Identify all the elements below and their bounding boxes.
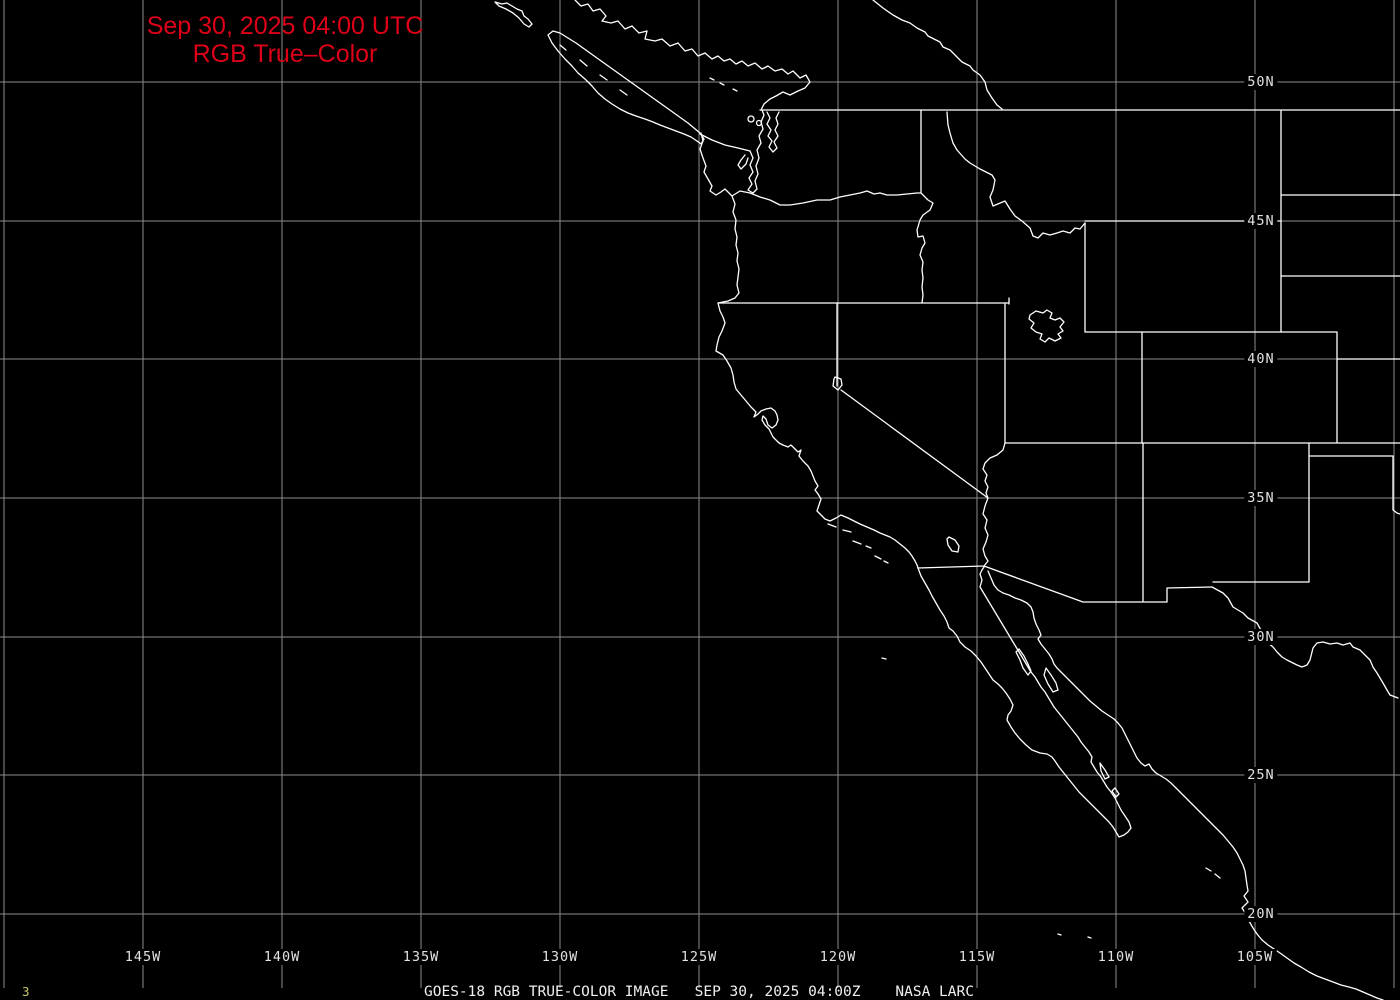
- lon-label-110w: 110W: [1094, 949, 1138, 965]
- lat-label-50n: 50N: [1244, 74, 1278, 90]
- lat-label-45n: 45N: [1244, 213, 1278, 229]
- lon-label-145w: 145W: [121, 949, 165, 965]
- lon-label-115w: 115W: [955, 949, 999, 965]
- frame-number: 3: [22, 984, 30, 999]
- lat-label-30n: 30N: [1244, 629, 1278, 645]
- annotation-product: RGB True–Color: [192, 40, 378, 68]
- vancouver-island: [547, 30, 705, 145]
- yellowstone-lake: [1028, 309, 1065, 343]
- bc-alberta-border: [872, 0, 1003, 110]
- mexico-mainland-coast: [987, 570, 1384, 1000]
- san-juan-island: [747, 115, 755, 123]
- gulf-islands: [1015, 648, 1221, 939]
- annotation-timestamp: Sep 30, 2025 04:00 UTC: [146, 12, 424, 40]
- puget-sound: [699, 109, 780, 194]
- strait-islands: [709, 77, 738, 92]
- channel-islands: [827, 523, 889, 660]
- lake-tahoe: [832, 376, 843, 391]
- baja-peninsula: [917, 566, 1132, 838]
- lon-label-130w: 130W: [538, 949, 582, 965]
- lon-label-120w: 120W: [816, 949, 860, 965]
- lon-label-140w: 140W: [260, 949, 304, 965]
- columbia-snake-river-borders: [731, 190, 934, 304]
- bc-coast-islands: [494, 0, 811, 111]
- pacific-coastline: [699, 132, 919, 569]
- lat-label-35n: 35N: [1244, 490, 1278, 506]
- california-nevada-border: [840, 389, 989, 499]
- lon-label-105w: 105W: [1233, 949, 1277, 965]
- montana-idaho-border: [946, 111, 1086, 239]
- image-caption: GOES-18 RGB TRUE-COLOR IMAGE SEP 30, 202…: [424, 984, 974, 1000]
- annotation-block: Sep 30, 2025 04:00 UTC RGB True–Color: [135, 12, 435, 68]
- lat-label-40n: 40N: [1244, 351, 1278, 367]
- us-mexico-border: [917, 565, 1213, 603]
- lat-label-20n: 20N: [1244, 906, 1278, 922]
- lat-label-25n: 25N: [1244, 767, 1278, 783]
- state-borders: [717, 109, 1400, 602]
- rio-grande-border: [1211, 586, 1399, 699]
- lon-label-125w: 125W: [677, 949, 721, 965]
- colorado-river-border: [982, 442, 1006, 567]
- lon-label-135w: 135W: [399, 949, 443, 965]
- lakes: [832, 309, 1065, 553]
- salton-sea: [946, 536, 960, 553]
